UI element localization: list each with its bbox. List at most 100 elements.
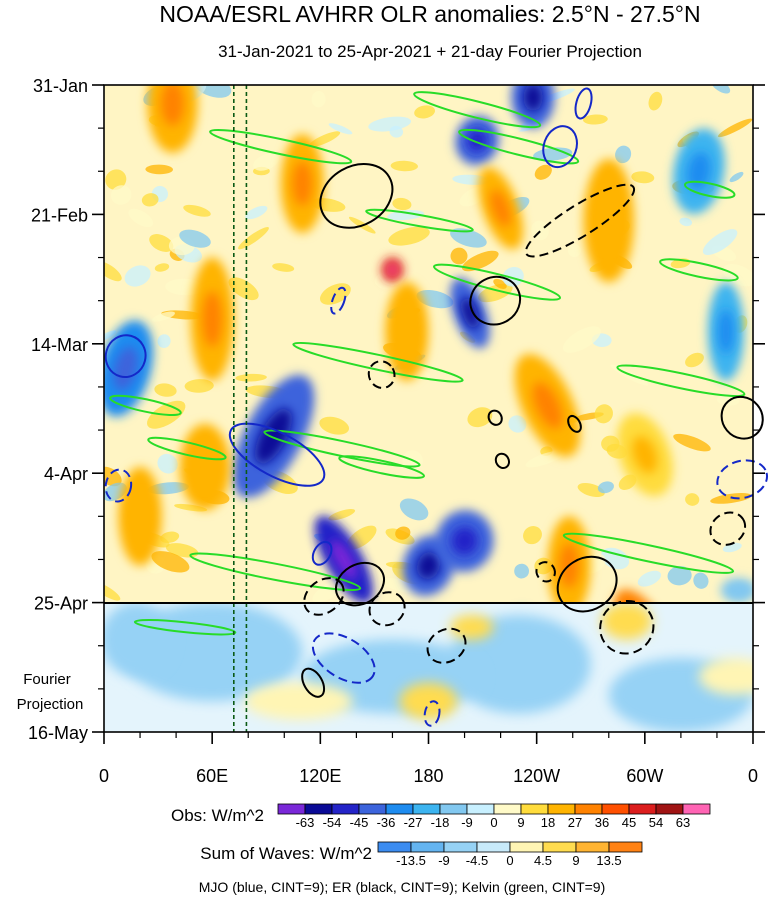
obs-colorbar-level-label: 18	[541, 815, 555, 830]
kelvin-contour	[189, 552, 362, 592]
obs-texture-patch	[328, 123, 353, 135]
projection-anomaly-blob	[450, 614, 494, 640]
obs-texture-patch	[151, 311, 175, 322]
obs-anomaly-core	[717, 309, 735, 354]
obs-anomaly-core	[255, 408, 292, 464]
obs-anomaly-core	[461, 297, 479, 329]
plot-area	[103, 84, 769, 733]
kelvin-contour	[413, 91, 542, 129]
waves-legend-label: Sum of Waves: W/m^2	[200, 844, 372, 863]
obs-texture-patch	[235, 373, 267, 382]
obs-texture-patch	[183, 204, 211, 217]
obs-texture-patch	[145, 164, 173, 175]
x-tick-label: 0	[748, 766, 758, 786]
obs-texture-patch	[461, 250, 499, 272]
obs-colorbar-level-label: -63	[296, 815, 315, 830]
er-contour	[335, 561, 385, 607]
obs-texture-patch	[105, 169, 127, 190]
obs-anomaly-core	[387, 264, 398, 276]
obs-texture-patch	[104, 261, 122, 282]
x-tick-label: 0	[99, 766, 109, 786]
obs-texture-patch	[594, 404, 613, 424]
mjo-wave-contours	[104, 87, 769, 727]
mjo-contour	[228, 422, 326, 487]
x-tick-label: 120E	[299, 766, 341, 786]
waves-colorbar-level-label: 9	[572, 853, 579, 868]
obs-texture-patch	[368, 116, 412, 132]
obs-texture-patch	[583, 114, 608, 125]
projection-anomaly-blob	[698, 658, 753, 696]
obs-texture-patch	[328, 509, 356, 521]
obs-texture-patch	[390, 160, 418, 172]
er-contour	[487, 409, 503, 426]
obs-texture-patch	[245, 205, 268, 220]
obs-texture-patch	[710, 85, 731, 94]
obs-colorbar-level-label: 0	[490, 815, 497, 830]
obs-colorbar-swatch	[574, 803, 603, 815]
waves-colorbar-level-label: -4.5	[466, 853, 488, 868]
er-contour	[524, 183, 636, 258]
obs-texture-patch	[387, 210, 425, 221]
obs-colorbar-level-label: 54	[649, 815, 663, 830]
er-contour	[494, 452, 511, 470]
er-contour	[556, 555, 618, 613]
er-contour	[567, 414, 582, 433]
obs-texture-patch	[253, 153, 280, 171]
obs-anomaly-core	[330, 539, 357, 580]
projection-label-line-2: Projection	[17, 696, 84, 713]
er-contour	[426, 627, 467, 664]
obs-texture-patch	[562, 326, 601, 353]
obs-texture-patch	[308, 131, 341, 148]
obs-texture-patch	[124, 265, 151, 287]
obs-texture-patch	[597, 481, 614, 494]
obs-texture-patch	[157, 453, 178, 474]
kelvin-contour	[209, 128, 353, 165]
er-contour	[535, 561, 556, 583]
obs-legend: Obs: W/m^2 -63 -54 -45 -36 -27 -18 -9 0 9 18 27 36 4…	[171, 803, 711, 830]
chart-subtitle: 31-Jan-2021 to 25-Apr-2021 + 21-day Four…	[218, 42, 642, 61]
obs-texture-patch	[567, 244, 581, 258]
waves-colorbar-swatch	[575, 841, 610, 853]
obs-texture-patch	[600, 547, 630, 570]
er-contour	[367, 360, 396, 389]
obs-colorbar-swatch	[331, 803, 360, 815]
er-contour	[709, 511, 747, 546]
obs-texture-patch	[450, 247, 468, 265]
obs-texture-patch	[388, 226, 430, 246]
obs-colorbar-swatch	[628, 803, 657, 815]
obs-texture-patch	[399, 498, 429, 521]
x-tick-label: 60W	[626, 766, 663, 786]
obs-colorbar-swatch	[277, 803, 306, 815]
er-contour	[319, 163, 394, 229]
obs-texture-patch	[160, 531, 180, 544]
obs-anomaly-core	[416, 552, 441, 580]
waves-colorbar-swatch	[410, 841, 445, 853]
kelvin-contour	[659, 258, 739, 282]
obs-texture-patch	[395, 526, 411, 540]
obs-anomaly-layer	[104, 85, 753, 603]
chart-title: NOAA/ESRL AVHRR OLR anomalies: 2.5°N - 2…	[159, 1, 700, 27]
obs-anomaly-core	[202, 291, 222, 347]
mjo-contour	[104, 334, 147, 379]
kelvin-contour	[684, 180, 736, 199]
kelvin-contour	[109, 394, 182, 417]
y-tick-label: 16-May	[28, 723, 88, 743]
obs-colorbar-swatch	[412, 803, 441, 815]
kelvin-contour	[365, 208, 474, 233]
obs-colorbar-swatch	[439, 803, 468, 815]
wave-contour-footnote: MJO (blue, CINT=9); ER (black, CINT=9); …	[199, 879, 606, 895]
obs-anomaly-core	[193, 447, 217, 487]
obs-colorbar-level-label: -54	[323, 815, 342, 830]
obs-texture-patch	[179, 229, 211, 248]
obs-texture-patch	[228, 277, 259, 301]
obs-texture-patch	[685, 352, 704, 368]
x-tick-label: 120W	[513, 766, 560, 786]
mjo-contour	[716, 459, 769, 500]
waves-colorbar-swatch	[443, 841, 478, 853]
obs-colorbar-level-label: 45	[622, 815, 636, 830]
obs-texture-patch	[514, 563, 529, 579]
obs-texture-patch	[685, 493, 700, 506]
er-contour	[301, 667, 326, 698]
obs-texture-patch	[637, 570, 662, 587]
